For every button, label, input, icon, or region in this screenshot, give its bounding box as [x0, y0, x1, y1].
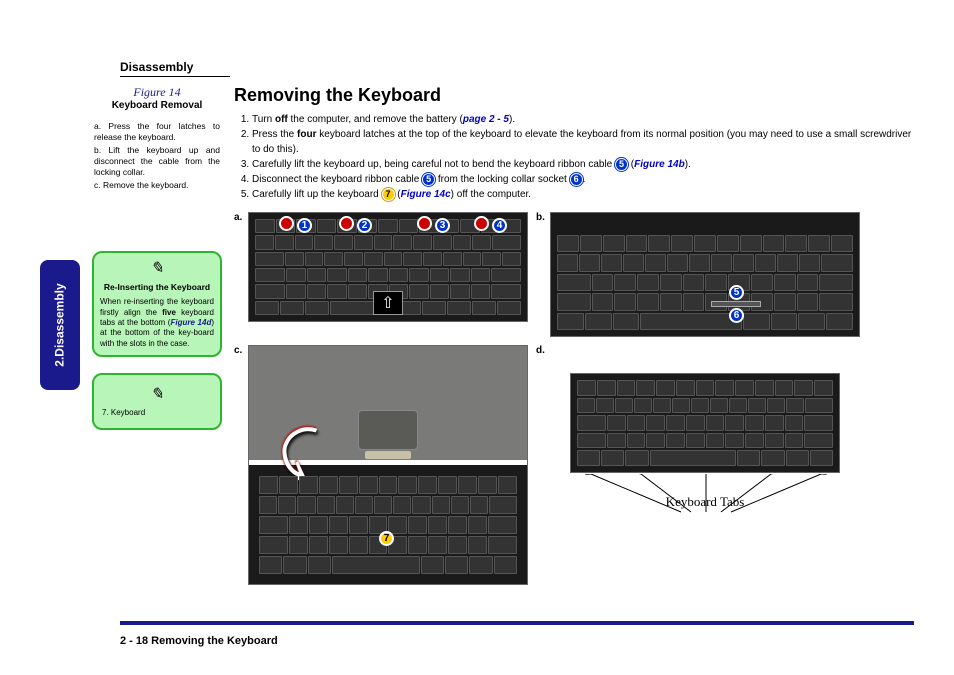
step-4-text3: .: [583, 174, 586, 185]
note-bold-five: five: [162, 308, 176, 317]
figure-step-a: a. Press the four latches to release the…: [94, 121, 220, 143]
step-5-text: Carefully lift up the keyboard: [252, 189, 382, 200]
section-header: Disassembly: [120, 60, 914, 74]
figure-step-c: c. Remove the keyboard.: [94, 180, 220, 191]
step-1-text: Turn: [252, 114, 275, 125]
footer-rule: [120, 621, 914, 625]
label-d: d.: [536, 345, 545, 356]
ribbon-cable: [711, 301, 761, 307]
label-b: b.: [536, 212, 545, 223]
step-3: Carefully lift the keyboard up, being ca…: [252, 157, 914, 172]
figure-subtitle: Keyboard Removal: [92, 100, 222, 111]
marker-3: 3: [435, 218, 450, 233]
pencil-icon: ✎: [102, 385, 212, 406]
step-1-bold: off: [275, 114, 288, 125]
pencil-icon: ✎: [100, 259, 214, 280]
step-3-text: Carefully lift the keyboard up, being ca…: [252, 159, 615, 170]
chapter-tab-label: 2.Disassembly: [53, 283, 67, 366]
latch-ring-2: [339, 216, 354, 231]
marker-5: 5: [729, 285, 744, 300]
note-legend: ✎ 7. Keyboard: [92, 373, 222, 430]
figure-number: Figure 14: [92, 85, 222, 100]
step-1: Turn off the computer, and remove the ba…: [252, 112, 914, 127]
keyboard-tabs-label: Keyboard Tabs: [666, 494, 745, 510]
legend-item-7: 7. Keyboard: [102, 408, 212, 418]
keyboard-photo-a: 1 2 3 4 ⇧: [248, 212, 528, 322]
note-title: Re-Inserting the Keyboard: [100, 282, 214, 293]
label-c: c.: [234, 345, 242, 356]
step-1-text2: the computer, and remove the battery (: [288, 114, 463, 125]
keyboard-photo-b: 5 6: [550, 212, 860, 337]
marker-1: 1: [297, 218, 312, 233]
figure-step-list: a. Press the four latches to release the…: [92, 121, 222, 191]
figure-14b: b. 5 6: [550, 212, 860, 337]
chapter-tab: 2.Disassembly: [40, 260, 80, 390]
figure-14c-link[interactable]: Figure 14c: [401, 189, 451, 200]
header-rule: [120, 76, 230, 77]
figure-step-b: b. Lift the keyboard up and disconnect t…: [94, 145, 220, 178]
marker-5-inline: 5: [615, 158, 628, 171]
marker-7: 7: [379, 531, 394, 546]
footer-text: 2 - 18 Removing the Keyboard: [120, 635, 278, 647]
figure-14c: c. ⤹ 7: [248, 345, 528, 585]
note-text: When re-inserting the keyboard firstly a…: [100, 297, 214, 348]
latch-ring-1: [279, 216, 294, 231]
marker-2: 2: [357, 218, 372, 233]
step-4-text: Disconnect the keyboard ribbon cable: [252, 174, 422, 185]
step-4: Disconnect the keyboard ribbon cable 5 f…: [252, 172, 914, 187]
latch-ring-3: [417, 216, 432, 231]
step-2-bold: four: [297, 129, 316, 140]
marker-6-inline: 6: [570, 173, 583, 186]
step-3-text3: ).: [685, 159, 691, 170]
step-1-text3: ).: [509, 114, 515, 125]
step-2-text2: keyboard latches at the top of the keybo…: [252, 129, 911, 155]
marker-7-inline: 7: [382, 188, 395, 201]
figure-14d-link[interactable]: Figure 14d: [170, 318, 211, 327]
figure-14d: d.: [550, 345, 860, 585]
step-4-text2: from the locking collar socket: [435, 174, 570, 185]
touchpad: [358, 410, 418, 450]
step-2-text: Press the: [252, 129, 297, 140]
note-reinserting: ✎ Re-Inserting the Keyboard When re-inse…: [92, 251, 222, 357]
step-5: Carefully lift up the keyboard 7 (Figure…: [252, 187, 914, 202]
page-title: Removing the Keyboard: [234, 85, 914, 106]
figure-14a: a. 1 2: [248, 212, 528, 337]
marker-6: 6: [729, 308, 744, 323]
arrow-up-icon: ⇧: [373, 291, 403, 315]
latch-ring-4: [474, 216, 489, 231]
page-2-5-link[interactable]: page 2 - 5: [463, 114, 509, 125]
label-a: a.: [234, 212, 242, 223]
step-5-text3: ) off the computer.: [451, 189, 531, 200]
keyboard-photo-c: ⤹ 7: [248, 345, 528, 585]
keyboard-photo-d: Keyboard Tabs: [550, 373, 860, 518]
step-2: Press the four keyboard latches at the t…: [252, 127, 914, 157]
marker-4: 4: [492, 218, 507, 233]
figure-14b-link[interactable]: Figure 14b: [634, 159, 685, 170]
instruction-list: Turn off the computer, and remove the ba…: [234, 112, 914, 202]
marker-5-inline: 5: [422, 173, 435, 186]
